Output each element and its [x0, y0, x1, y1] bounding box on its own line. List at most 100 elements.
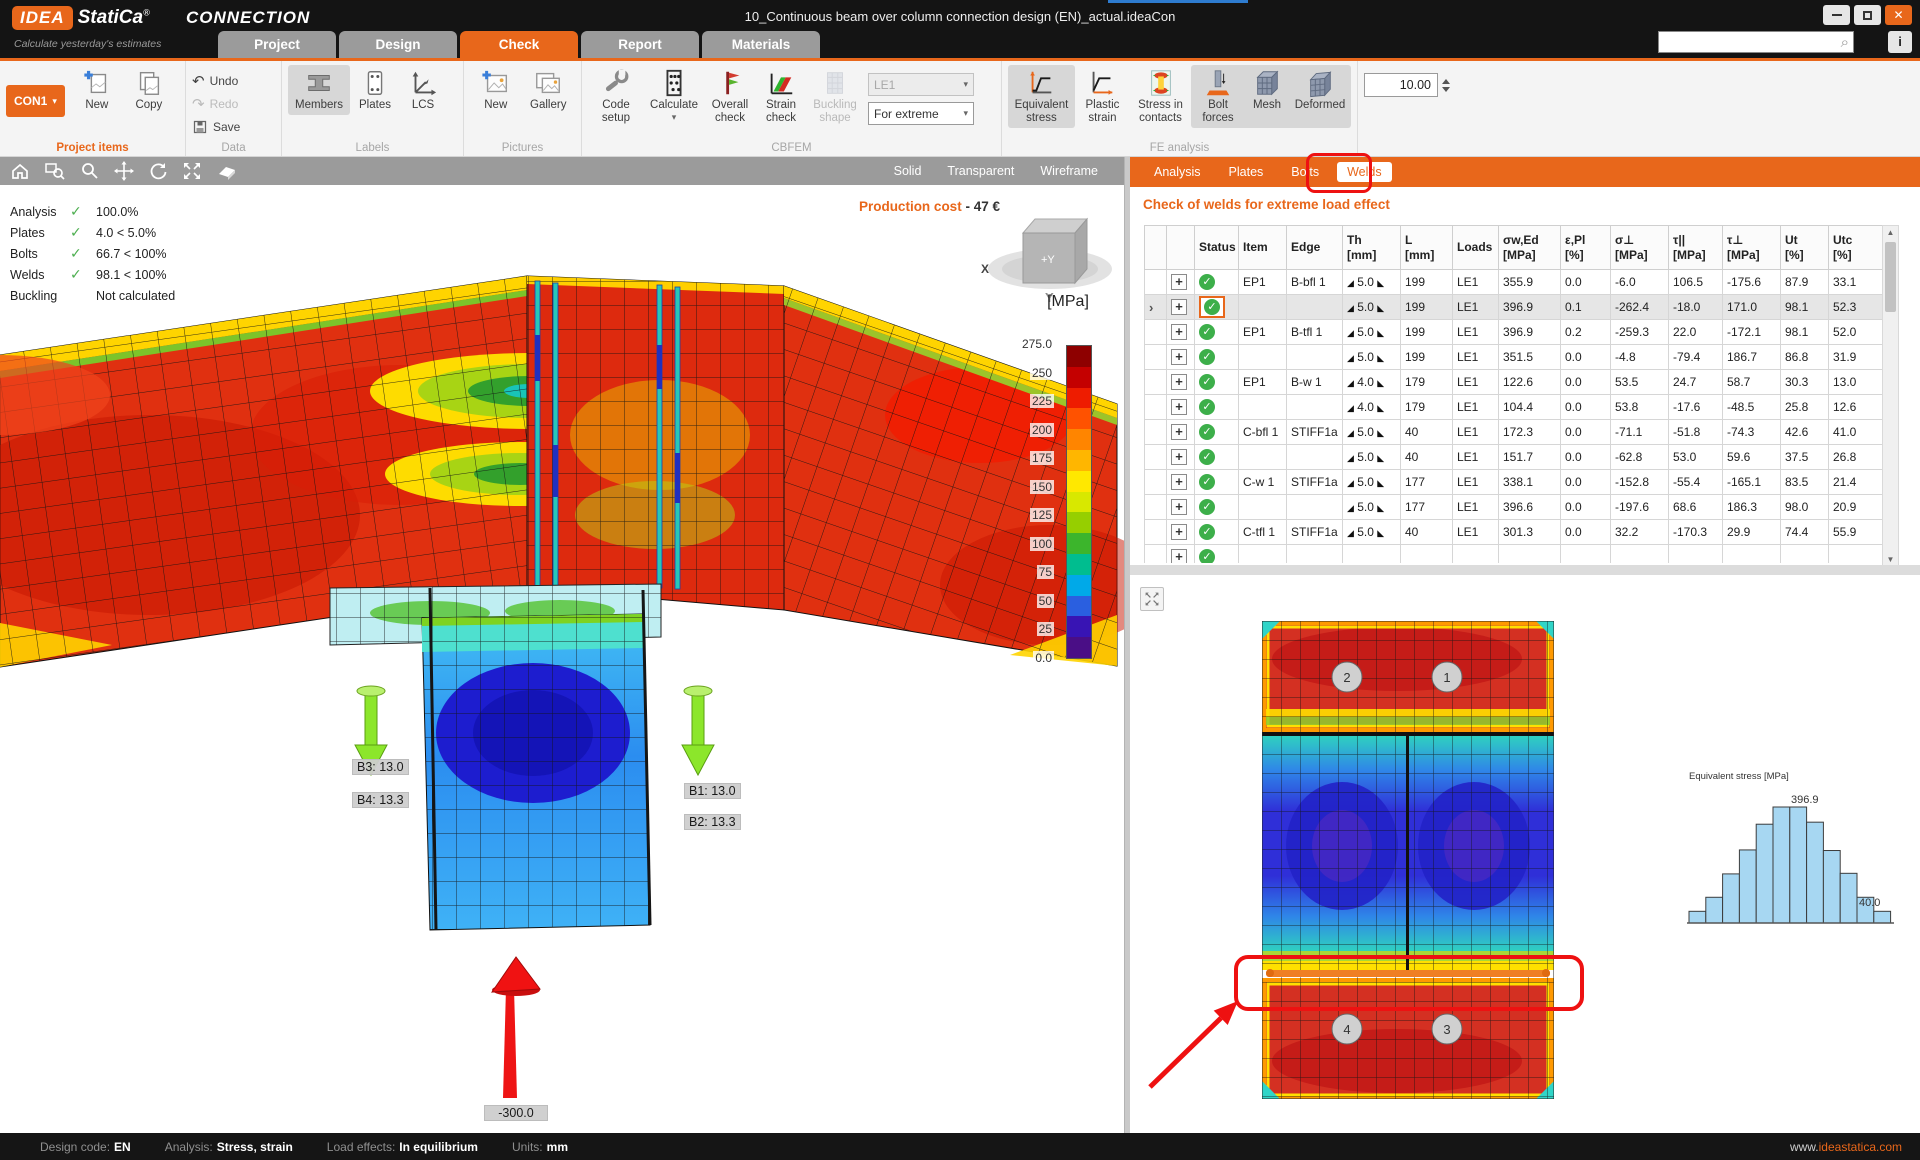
- weld-row[interactable]: + ✓ ◢ 4.0 ◣ 179 LE1 104.4 0.0 53.8 -17.6 -48.5 25.…: [1144, 394, 1882, 420]
- results-tab-analysis[interactable]: Analysis: [1154, 165, 1201, 179]
- weld-row[interactable]: + ✓ C-w 1 STIFF1a ◢ 5.0 ◣ 177 LE1 338.1 0.0 -152.…: [1144, 469, 1882, 495]
- row-expand-cell[interactable]: [1144, 344, 1167, 370]
- row-expand-cell[interactable]: [1144, 419, 1167, 445]
- weld-detail-plot[interactable]: 2 1 4 3: [1262, 621, 1554, 1099]
- zoom-window-icon[interactable]: [44, 161, 66, 181]
- weld-row[interactable]: + ✓ C-bfl 1 STIFF1a ◢ 5.0 ◣ 40 LE1 172.3 0.0 -71.…: [1144, 419, 1882, 445]
- throat-cell: ◢ 5.0 ◣: [1342, 519, 1401, 545]
- rotate-icon[interactable]: [148, 161, 168, 181]
- tab-design[interactable]: Design: [339, 31, 457, 58]
- zoom-fit-icon[interactable]: [182, 161, 202, 181]
- tab-materials[interactable]: Materials: [702, 31, 820, 58]
- calculate-button[interactable]: Calculate ▾: [644, 65, 704, 126]
- scroll-thumb[interactable]: [1885, 242, 1896, 312]
- tab-check[interactable]: Check: [460, 31, 578, 58]
- code-setup-button[interactable]: Code setup: [588, 65, 644, 128]
- scroll-up-icon[interactable]: ▲: [1886, 228, 1895, 237]
- new-connection-button[interactable]: New: [71, 65, 123, 115]
- search-box[interactable]: ⌕: [1658, 31, 1854, 53]
- strain-check-button[interactable]: Strain check: [756, 65, 806, 128]
- expand-plus-button[interactable]: +: [1171, 424, 1187, 440]
- equivalent-stress-toggle[interactable]: Equivalent stress: [1008, 65, 1075, 129]
- view-mode-transparent[interactable]: Transparent: [947, 164, 1015, 178]
- table-scrollbar[interactable]: ▲ ▼: [1882, 225, 1899, 567]
- row-expand-cell[interactable]: ›: [1144, 294, 1167, 320]
- overall-check-button[interactable]: Overall check: [704, 65, 756, 128]
- pan-icon[interactable]: [114, 161, 134, 181]
- nav-cube[interactable]: +Y X Y: [975, 205, 1124, 305]
- header-title: ε,Pl: [1565, 232, 1586, 247]
- expand-plus-button[interactable]: +: [1171, 549, 1187, 563]
- members-toggle[interactable]: Members: [288, 65, 350, 116]
- weld-row[interactable]: + ✓ EP1 B-w 1 ◢ 4.0 ◣ 179 LE1 122.6 0.0 53.5 24.7 5…: [1144, 369, 1882, 395]
- results-panel: Analysis Plates Bolts Welds Check of welds …: [1130, 153, 1920, 1133]
- weld-row[interactable]: + ✓ EP1 B-tfl 1 ◢ 5.0 ◣ 199 LE1 396.9 0.2 -259.3 2…: [1144, 319, 1882, 345]
- info-button[interactable]: i: [1888, 31, 1912, 53]
- extreme-select[interactable]: For extreme ▾: [868, 102, 974, 125]
- lcs-toggle[interactable]: LCS: [400, 65, 446, 115]
- mesh-toggle[interactable]: Mesh: [1245, 65, 1289, 128]
- expand-plus-button[interactable]: +: [1171, 349, 1187, 365]
- results-tab-plates[interactable]: Plates: [1228, 165, 1264, 179]
- stress-in-contacts-toggle[interactable]: Stress in contacts: [1130, 65, 1191, 128]
- copy-button[interactable]: Copy: [123, 65, 175, 115]
- eraser-icon[interactable]: [216, 161, 238, 181]
- row-expand-cell[interactable]: [1144, 394, 1167, 420]
- maximize-button[interactable]: [1854, 5, 1881, 25]
- weld-row[interactable]: › + ✓ ◢ 5.0 ◣ 199 LE1 396.9 0.1 -262.4 -18.0 171.0…: [1144, 294, 1882, 320]
- weld-row[interactable]: + ✓ C-tfl 1 STIFF1a ◢ 5.0 ◣ 40 LE1 301.3 0.0 32.2…: [1144, 519, 1882, 545]
- home-icon[interactable]: [10, 161, 30, 181]
- results-tab-welds[interactable]: Welds: [1337, 162, 1392, 182]
- search-input[interactable]: [1659, 35, 1841, 49]
- deformation-scale-spinner[interactable]: 10.00: [1364, 73, 1450, 97]
- row-expand-cell[interactable]: [1144, 469, 1167, 495]
- spin-down-icon[interactable]: [1442, 86, 1450, 92]
- row-expand-cell[interactable]: [1144, 544, 1167, 563]
- expand-plus-button[interactable]: +: [1171, 399, 1187, 415]
- undo-button[interactable]: ↶ Undo: [192, 73, 239, 90]
- row-expand-cell[interactable]: [1144, 319, 1167, 345]
- connection-selector[interactable]: CON1 ▾: [6, 85, 65, 117]
- plastic-strain-toggle[interactable]: Plastic strain: [1075, 65, 1130, 128]
- website-link[interactable]: www.ideastatica.com: [1789, 1139, 1902, 1154]
- weld-row[interactable]: + ✓ EP1 B-bfl 1 ◢ 5.0 ◣ 199 LE1 355.9 0.0 -6.0 106…: [1144, 269, 1882, 295]
- row-expand-cell[interactable]: [1144, 444, 1167, 470]
- weld-row[interactable]: + ✓ ◢ 5.0 ◣ 199 LE1 351.5 0.0 -4.8 -79.4 186.7 86.…: [1144, 344, 1882, 370]
- view-mode-solid[interactable]: Solid: [893, 164, 922, 178]
- tab-project[interactable]: Project: [218, 31, 336, 58]
- sigma-perp-cell: -6.0: [1610, 269, 1669, 295]
- expand-plus-button[interactable]: +: [1171, 274, 1187, 290]
- new-picture-button[interactable]: New: [470, 65, 522, 115]
- zoom-icon[interactable]: [80, 161, 100, 181]
- deformed-toggle[interactable]: Deformed: [1289, 65, 1351, 128]
- weld-row[interactable]: + ✓ ◢ 5.0 ◣ 177 LE1 396.6 0.0 -197.6 68.6 186.3 98…: [1144, 494, 1882, 520]
- weld-row[interactable]: + ✓: [1144, 544, 1882, 563]
- scroll-down-icon[interactable]: ▼: [1886, 555, 1895, 564]
- row-expand-cell[interactable]: [1144, 269, 1167, 295]
- close-button[interactable]: ✕: [1885, 5, 1912, 25]
- expand-plus-button[interactable]: +: [1171, 499, 1187, 515]
- expand-plus-button[interactable]: +: [1171, 449, 1187, 465]
- bolt-forces-toggle[interactable]: Bolt forces: [1191, 65, 1245, 128]
- view-mode-wireframe[interactable]: Wireframe: [1040, 164, 1098, 178]
- save-button[interactable]: Save: [192, 117, 240, 137]
- expand-plus-button[interactable]: +: [1171, 474, 1187, 490]
- minimize-button[interactable]: [1823, 5, 1850, 25]
- expand-plus-button[interactable]: +: [1171, 299, 1187, 315]
- weld-row[interactable]: + ✓ ◢ 5.0 ◣ 40 LE1 151.7 0.0 -62.8 53.0 59.6 37.5 2…: [1144, 444, 1882, 470]
- spin-up-icon[interactable]: [1442, 78, 1450, 84]
- expand-plus-button[interactable]: +: [1171, 324, 1187, 340]
- gallery-button[interactable]: Gallery: [522, 65, 575, 115]
- panel-divider[interactable]: [1124, 157, 1130, 1133]
- tab-report[interactable]: Report: [581, 31, 699, 58]
- expand-plus-button[interactable]: +: [1171, 524, 1187, 540]
- expand-detail-button[interactable]: [1140, 587, 1164, 611]
- color-scale-ticks: 275.0 250 225 200 175 150 125 100 75 50 25 0.0: [984, 337, 1060, 665]
- plates-toggle[interactable]: Plates: [350, 65, 400, 115]
- row-expand-cell[interactable]: [1144, 519, 1167, 545]
- expand-plus-button[interactable]: +: [1171, 374, 1187, 390]
- row-expand-cell[interactable]: [1144, 494, 1167, 520]
- model-canvas[interactable]: +Y X Y Analysis ✓ 100.0% Plates ✓ 4.0 < 5.0% B…: [0, 185, 1124, 1133]
- row-expand-cell[interactable]: [1144, 369, 1167, 395]
- results-tab-bolts[interactable]: Bolts: [1291, 165, 1320, 179]
